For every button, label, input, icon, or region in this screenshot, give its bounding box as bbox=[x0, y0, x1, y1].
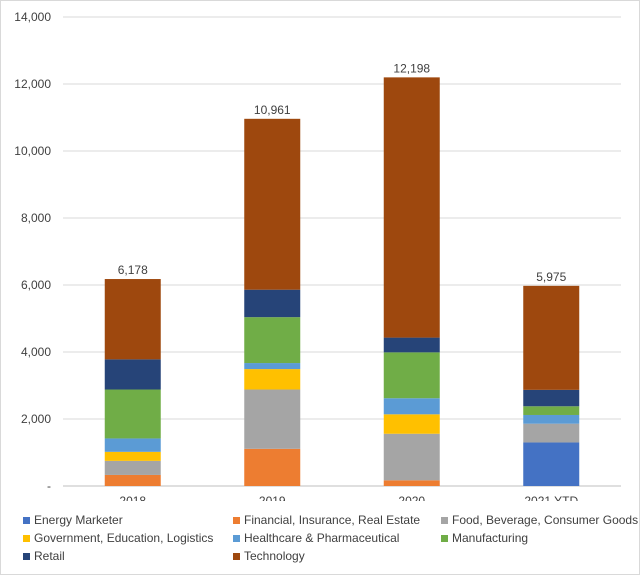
x-tick-label: 2019 bbox=[259, 494, 286, 501]
bar-segment bbox=[523, 442, 580, 486]
y-tick-label: 4,000 bbox=[21, 345, 51, 359]
bar-segment bbox=[523, 414, 580, 424]
bar-segment bbox=[244, 363, 301, 370]
legend-item: Energy Marketer bbox=[23, 513, 123, 527]
bar-segment bbox=[104, 389, 161, 439]
bar-segment bbox=[523, 423, 580, 443]
bar-segment bbox=[383, 337, 440, 353]
y-tick-label: 10,000 bbox=[14, 144, 51, 158]
legend-swatch bbox=[441, 516, 448, 524]
legend-item: Technology bbox=[233, 549, 305, 563]
bar-segment bbox=[244, 389, 301, 449]
bar-segment bbox=[383, 480, 440, 486]
bar-total-label: 6,178 bbox=[118, 263, 148, 277]
bar-segment bbox=[104, 474, 161, 486]
y-tick-label: 14,000 bbox=[14, 10, 51, 24]
bar-segment bbox=[104, 438, 161, 452]
legend-swatch bbox=[23, 534, 30, 542]
stacked-bar-chart: - 2,000 4,000 6,000 8,000 10,000 12,000 14,000 6… bbox=[14, 10, 621, 501]
bar-segment bbox=[244, 369, 301, 390]
legend-item: Healthcare & Pharmaceutical bbox=[233, 531, 399, 545]
bar-segment bbox=[244, 118, 301, 290]
legend-label: Technology bbox=[244, 549, 305, 563]
y-tick-label: 12,000 bbox=[14, 77, 51, 91]
legend-item: Food, Beverage, Consumer Goods bbox=[441, 513, 638, 527]
bar-segment bbox=[383, 414, 440, 434]
legend-swatch bbox=[233, 516, 240, 524]
bar-segment bbox=[383, 398, 440, 415]
bar-segment bbox=[244, 289, 301, 318]
bar-segment bbox=[523, 285, 580, 390]
bar-segment bbox=[523, 406, 580, 415]
y-tick-label: 8,000 bbox=[21, 211, 51, 225]
bar-segment bbox=[244, 317, 301, 364]
legend-label: Financial, Insurance, Real Estate bbox=[244, 513, 421, 527]
y-tick-label: - bbox=[47, 479, 51, 493]
legend-label: Energy Marketer bbox=[34, 513, 123, 527]
legend-label: Retail bbox=[34, 549, 65, 563]
bar-total-label: 5,975 bbox=[536, 270, 566, 284]
legend-label: Manufacturing bbox=[452, 531, 529, 545]
bar-segment bbox=[104, 279, 161, 360]
bar-segment bbox=[244, 448, 301, 486]
bar-segment bbox=[104, 460, 161, 475]
legend-item: Manufacturing bbox=[441, 531, 528, 545]
legend-label: Government, Education, Logistics bbox=[34, 531, 214, 545]
legend-label: Food, Beverage, Consumer Goods bbox=[452, 513, 639, 527]
legend-item: Retail bbox=[23, 549, 65, 563]
x-tick-label: 2021 YTD bbox=[524, 494, 578, 501]
y-tick-label: 2,000 bbox=[21, 412, 51, 426]
legend-swatch bbox=[233, 552, 240, 560]
legend-swatch bbox=[441, 534, 448, 542]
legend-swatch bbox=[233, 534, 240, 542]
bar-total-label: 10,961 bbox=[254, 103, 291, 117]
bar-segment bbox=[383, 352, 440, 399]
x-tick-label: 2020 bbox=[398, 494, 425, 501]
bar-segment bbox=[104, 451, 161, 461]
legend-item: Government, Education, Logistics bbox=[23, 531, 213, 545]
bar-segment bbox=[523, 389, 580, 407]
bar-segment bbox=[383, 77, 440, 338]
bar-total-label: 12,198 bbox=[393, 61, 430, 75]
legend-swatch bbox=[23, 516, 30, 524]
legend-item: Financial, Insurance, Real Estate bbox=[233, 513, 420, 527]
bar-segment bbox=[104, 359, 161, 390]
bar-segment bbox=[383, 433, 440, 481]
legend-label: Healthcare & Pharmaceutical bbox=[244, 531, 400, 545]
y-tick-label: 6,000 bbox=[21, 278, 51, 292]
x-tick-label: 2018 bbox=[119, 494, 146, 501]
legend-swatch bbox=[23, 552, 30, 560]
